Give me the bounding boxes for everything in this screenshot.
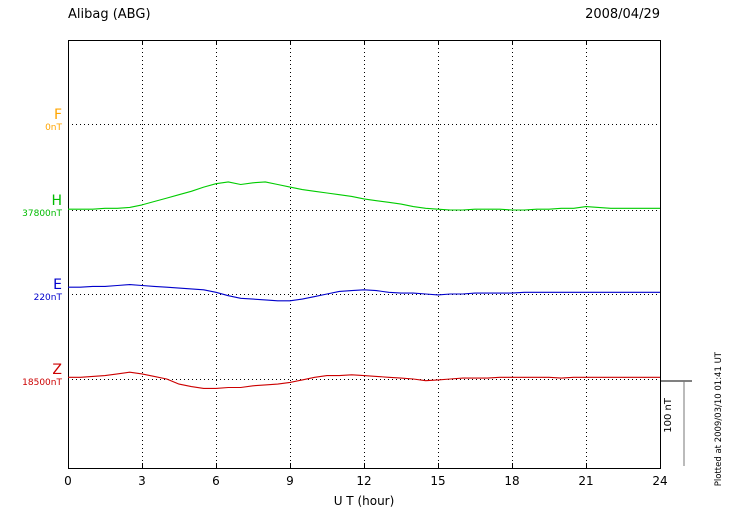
series-baseline-e: 220nT xyxy=(33,293,62,303)
series-baseline-f: 0nT xyxy=(45,123,62,133)
series-label-h: H 37800nT xyxy=(2,194,62,219)
plot-border xyxy=(68,40,661,469)
series-label-f: F 0nT xyxy=(2,108,62,133)
x-axis-label: U T (hour) xyxy=(333,494,395,508)
series-letter-e: E xyxy=(53,277,62,293)
station-title: Alibag (ABG) xyxy=(68,7,151,22)
x-tick-6: 6 xyxy=(212,474,220,488)
series-label-z: Z 18500nT xyxy=(2,363,62,388)
series-letter-z: Z xyxy=(52,362,62,378)
series-letter-h: H xyxy=(51,193,62,209)
trace-e xyxy=(68,284,660,302)
series-baseline-z: 18500nT xyxy=(22,378,62,388)
trace-z xyxy=(68,371,660,389)
x-tick-24: 24 xyxy=(652,474,668,488)
x-tick-12: 12 xyxy=(356,474,372,488)
trace-h xyxy=(68,181,660,211)
x-tick-0: 0 xyxy=(64,474,72,488)
x-tick-3: 3 xyxy=(138,474,146,488)
scale-bar-label: 100 nT xyxy=(663,398,674,433)
x-tick-9: 9 xyxy=(286,474,294,488)
x-tick-21: 21 xyxy=(578,474,594,488)
series-letter-f: F xyxy=(53,107,62,123)
plotted-at-note: Plotted at 2009/03/10 01:41 UT xyxy=(714,352,724,487)
x-tick-15: 15 xyxy=(430,474,446,488)
x-tick-18: 18 xyxy=(504,474,520,488)
plot-date: 2008/04/29 xyxy=(585,7,660,22)
series-baseline-h: 37800nT xyxy=(22,209,62,219)
series-label-e: E 220nT xyxy=(2,278,62,303)
